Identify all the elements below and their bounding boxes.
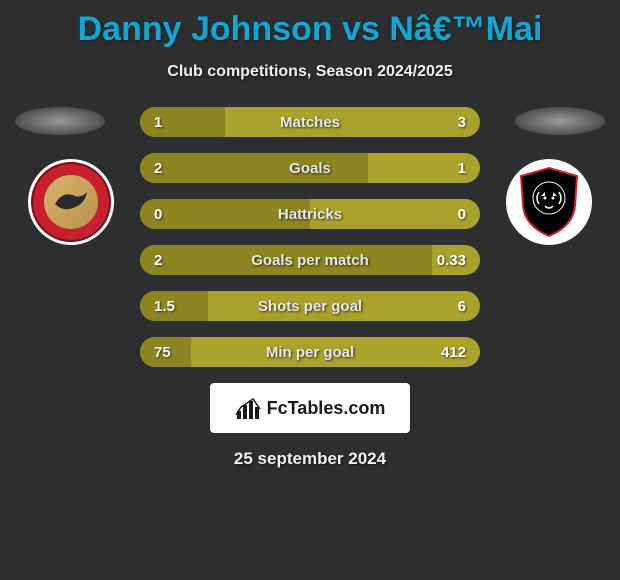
stat-row: 75Min per goal412	[140, 337, 480, 367]
stat-right-value: 0.33	[437, 252, 466, 269]
stat-right-value: 412	[441, 344, 466, 361]
club-shield-icon	[517, 166, 581, 238]
stat-right-value: 3	[458, 114, 466, 131]
stat-right-value: 1	[458, 160, 466, 177]
brand-box[interactable]: FcTables.com	[210, 383, 410, 433]
stat-label: Goals per match	[140, 252, 480, 269]
stat-row: 1.5Shots per goal6	[140, 291, 480, 321]
club-badge-left	[28, 159, 114, 245]
stat-right-value: 6	[458, 298, 466, 315]
player-right-halo	[515, 107, 605, 135]
stat-label: Matches	[140, 114, 480, 131]
stat-row: 2Goals1	[140, 153, 480, 183]
stat-label: Shots per goal	[140, 298, 480, 315]
player-left-halo	[15, 107, 105, 135]
stat-row: 1Matches3	[140, 107, 480, 137]
chart-bars-icon	[235, 395, 261, 421]
stats-container: 1Matches32Goals10Hattricks02Goals per ma…	[140, 107, 480, 367]
comparison-date: 25 september 2024	[0, 449, 620, 469]
swift-bird-icon	[51, 182, 91, 222]
stat-right-value: 0	[458, 206, 466, 223]
stat-label: Hattricks	[140, 206, 480, 223]
comparison-title: Danny Johnson vs Nâ€™Mai	[0, 0, 620, 49]
stat-row: 2Goals per match0.33	[140, 245, 480, 275]
club-badge-right	[506, 159, 592, 245]
comparison-subtitle: Club competitions, Season 2024/2025	[0, 63, 620, 81]
brand-text: FcTables.com	[267, 398, 386, 419]
stat-row: 0Hattricks0	[140, 199, 480, 229]
stat-label: Goals	[140, 160, 480, 177]
stat-label: Min per goal	[140, 344, 480, 361]
club-badge-left-inner	[44, 175, 98, 229]
